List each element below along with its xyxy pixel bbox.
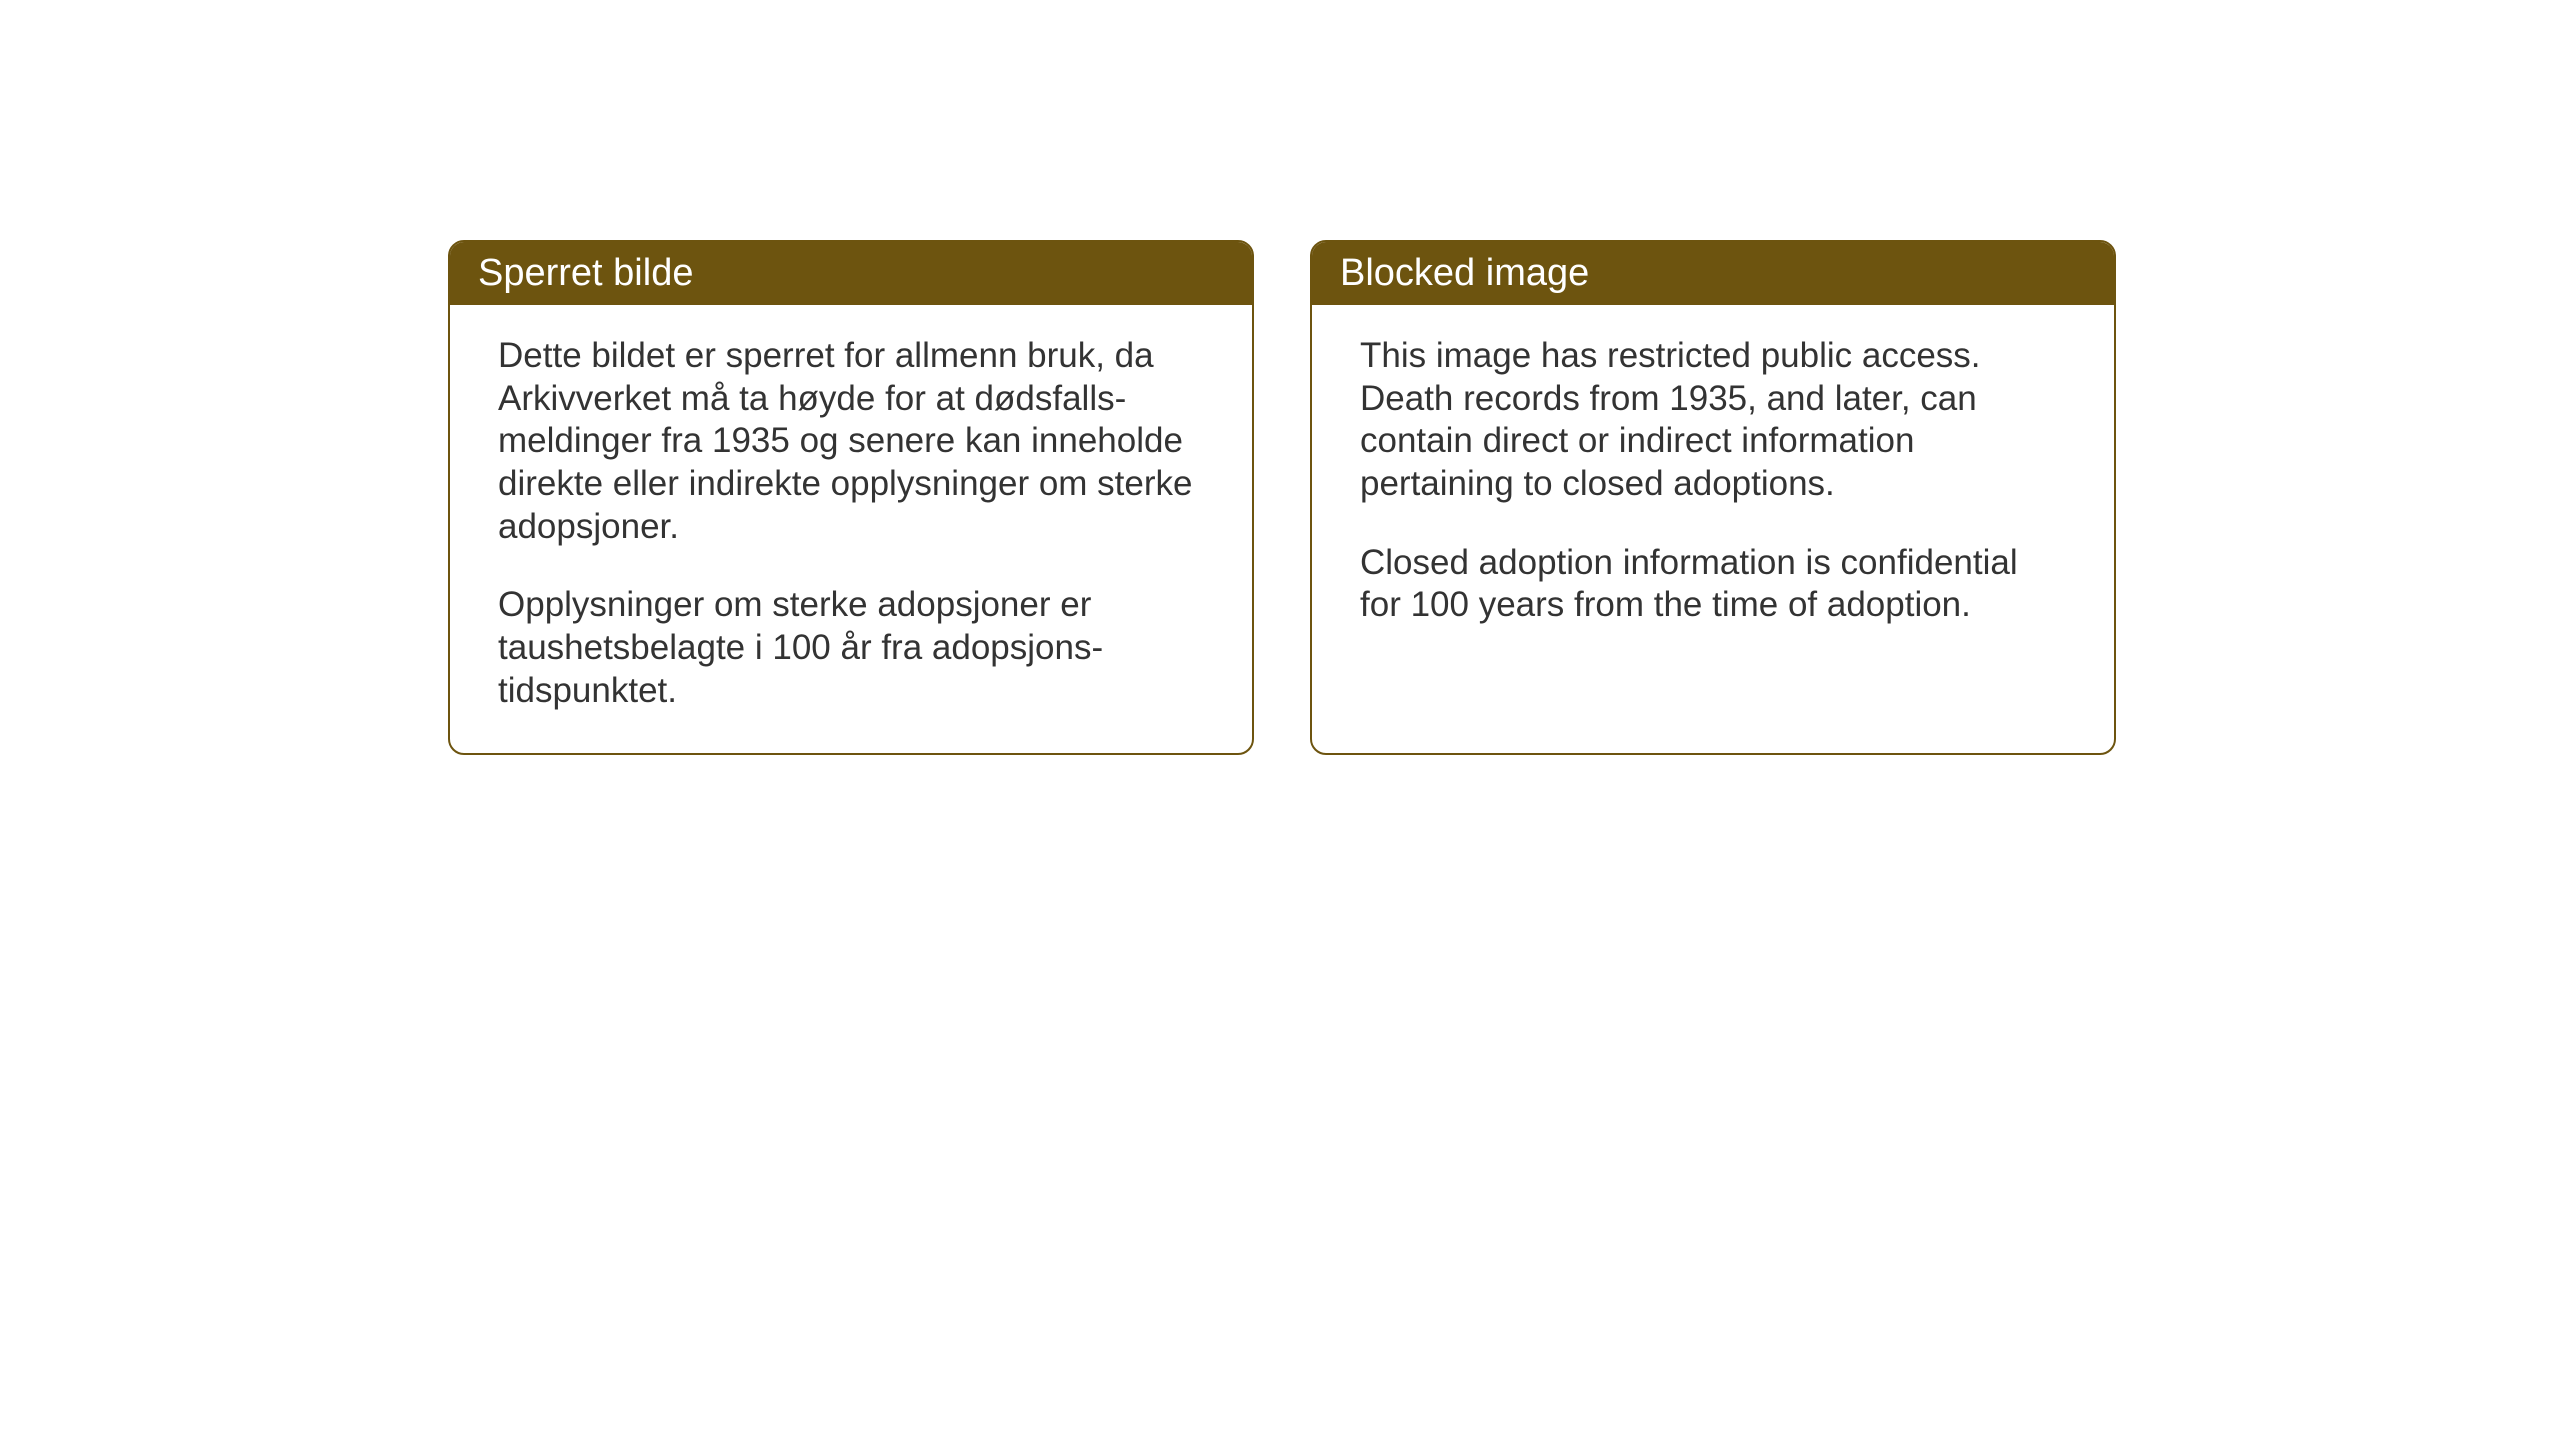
notice-body-norwegian: Dette bildet er sperret for allmenn bruk… <box>450 305 1252 753</box>
notice-container: Sperret bilde Dette bildet er sperret fo… <box>0 0 2560 755</box>
notice-paragraph-2-norwegian: Opplysninger om sterke adopsjoner er tau… <box>498 584 1204 712</box>
notice-header-english: Blocked image <box>1312 242 2114 305</box>
notice-box-english: Blocked image This image has restricted … <box>1310 240 2116 755</box>
notice-paragraph-1-english: This image has restricted public access.… <box>1360 335 2066 506</box>
notice-title-norwegian: Sperret bilde <box>478 252 693 294</box>
notice-body-english: This image has restricted public access.… <box>1312 305 2114 667</box>
notice-title-english: Blocked image <box>1340 252 1589 294</box>
notice-box-norwegian: Sperret bilde Dette bildet er sperret fo… <box>448 240 1254 755</box>
notice-paragraph-1-norwegian: Dette bildet er sperret for allmenn bruk… <box>498 335 1204 548</box>
notice-header-norwegian: Sperret bilde <box>450 242 1252 305</box>
notice-paragraph-2-english: Closed adoption information is confident… <box>1360 542 2066 627</box>
